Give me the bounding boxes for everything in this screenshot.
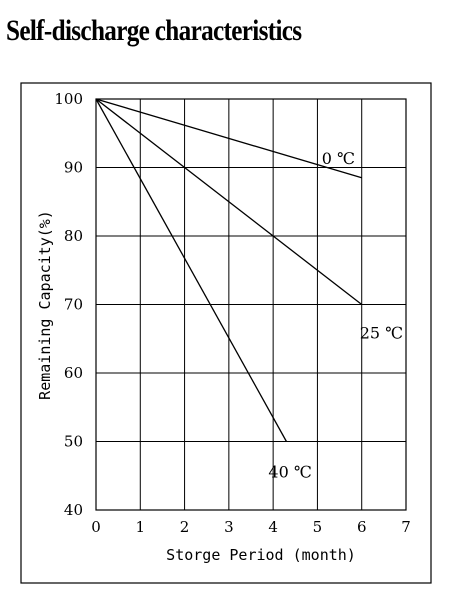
series-group	[95, 98, 363, 442]
series-line	[95, 98, 362, 179]
series-label: 0 ℃	[322, 149, 355, 168]
y-tick-label: 60	[64, 364, 83, 382]
y-axis-label: Remaining Capacity(%)	[36, 210, 54, 400]
y-tick-label: 70	[64, 296, 83, 314]
x-tick-label: 4	[268, 518, 278, 536]
series-labels: 0 ℃ 25 ℃ 40 ℃	[268, 149, 403, 482]
y-tick-label: 40	[64, 501, 83, 519]
grid	[95, 98, 407, 511]
x-tick-label: 2	[180, 518, 190, 536]
y-tick-label: 80	[64, 227, 83, 245]
y-tick-label: 100	[54, 90, 83, 108]
x-tick-label: 1	[136, 518, 146, 536]
x-axis-label: Storge Period (month)	[166, 546, 356, 564]
y-tick-labels: 40 50 60 70 80 90 100	[54, 90, 83, 519]
series-label: 25 ℃	[360, 324, 403, 343]
series-line	[95, 98, 363, 306]
chart-title: Self-discharge characteristics	[6, 14, 302, 47]
x-tick-label: 5	[313, 518, 323, 536]
x-tick-label: 3	[224, 518, 234, 536]
y-tick-label: 90	[64, 159, 83, 177]
y-tick-label: 50	[64, 433, 83, 451]
outer-frame	[20, 82, 432, 584]
x-tick-labels: 0 1 2 3 4 5 6 7	[91, 518, 411, 536]
x-tick-label: 6	[357, 518, 367, 536]
series-label: 40 ℃	[268, 463, 311, 482]
x-tick-label: 7	[401, 518, 411, 536]
x-tick-label: 0	[91, 518, 101, 536]
series-line	[95, 98, 287, 442]
